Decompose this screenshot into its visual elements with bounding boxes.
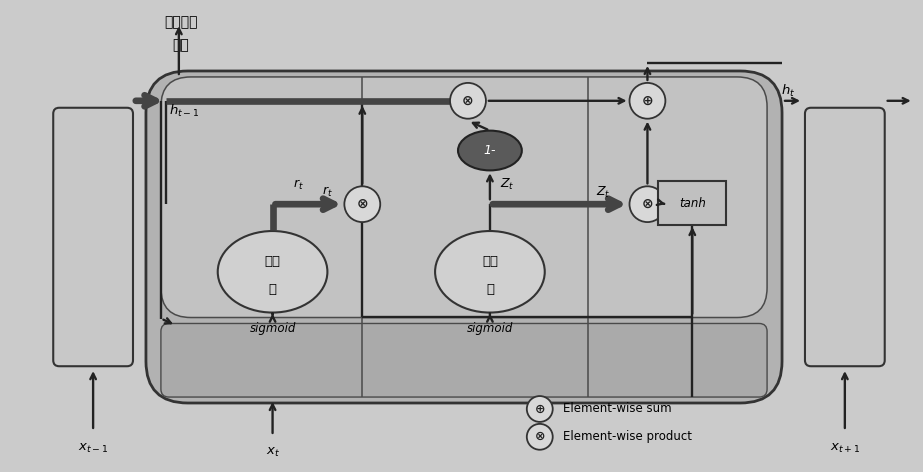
FancyBboxPatch shape [658, 181, 726, 225]
Text: 隐式编码: 隐式编码 [164, 15, 198, 29]
Circle shape [629, 186, 665, 222]
Text: ⊗: ⊗ [641, 197, 653, 211]
Text: $x_t$: $x_t$ [266, 446, 280, 459]
Text: tanh: tanh [678, 197, 706, 210]
Text: 门: 门 [485, 283, 494, 296]
Text: sigmoid: sigmoid [249, 322, 295, 335]
Text: 1-: 1- [484, 144, 497, 157]
Text: ⊗: ⊗ [534, 430, 545, 443]
Text: $r_t$: $r_t$ [293, 178, 304, 192]
FancyBboxPatch shape [805, 108, 885, 366]
Text: $Z_t$: $Z_t$ [595, 185, 610, 200]
Text: $x_{t-1}$: $x_{t-1}$ [78, 442, 108, 455]
Circle shape [527, 396, 553, 422]
Text: ⊕: ⊕ [641, 94, 653, 108]
Ellipse shape [458, 131, 521, 170]
Text: ⊕: ⊕ [534, 403, 545, 415]
Text: 门: 门 [269, 283, 277, 296]
Text: 重置: 重置 [265, 255, 281, 269]
Text: Element-wise sum: Element-wise sum [563, 403, 671, 415]
Circle shape [344, 186, 380, 222]
Circle shape [629, 83, 665, 118]
Circle shape [450, 83, 485, 118]
Ellipse shape [218, 231, 328, 312]
Text: $x_{t+1}$: $x_{t+1}$ [830, 442, 860, 455]
FancyBboxPatch shape [54, 108, 133, 366]
Text: ⊗: ⊗ [356, 197, 368, 211]
Text: sigmoid: sigmoid [467, 322, 513, 335]
Text: Element-wise product: Element-wise product [563, 430, 691, 443]
Text: $h_t$: $h_t$ [781, 83, 796, 99]
Text: $Z_t$: $Z_t$ [500, 177, 514, 192]
FancyBboxPatch shape [161, 323, 767, 397]
Text: $r_t$: $r_t$ [321, 185, 332, 199]
FancyBboxPatch shape [161, 77, 767, 318]
Text: $h_{t-1}$: $h_{t-1}$ [169, 103, 199, 119]
Circle shape [527, 424, 553, 450]
FancyBboxPatch shape [146, 71, 782, 403]
Text: 信息: 信息 [173, 38, 189, 52]
Text: ⊗: ⊗ [462, 94, 473, 108]
Ellipse shape [435, 231, 545, 312]
Text: 更新: 更新 [482, 255, 497, 269]
